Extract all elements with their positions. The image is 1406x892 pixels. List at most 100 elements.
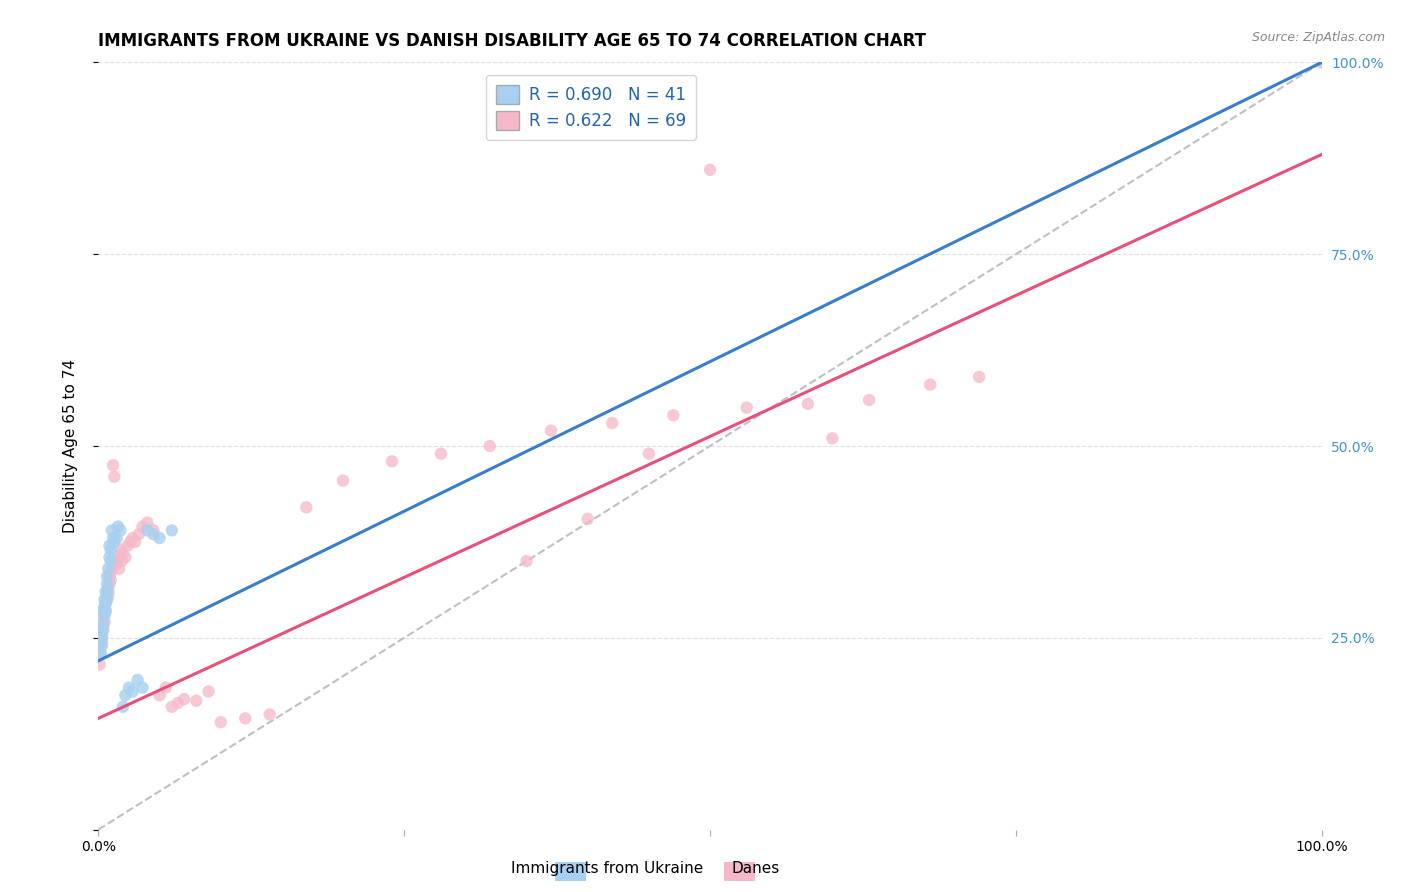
Point [662, 409, 685, 423]
Point [136, 524, 159, 538]
Point [105, 554, 128, 568]
Point [209, 715, 232, 730]
Text: Source: ZipAtlas.com: Source: ZipAtlas.com [1251, 31, 1385, 45]
Point [97, 589, 120, 603]
Point [699, 162, 721, 177]
Point [259, 707, 281, 722]
Point [142, 524, 165, 538]
Point [96, 584, 118, 599]
Point [91, 627, 114, 641]
Point [96, 569, 118, 583]
Point [90, 631, 112, 645]
Point [295, 500, 318, 515]
Point [101, 531, 124, 545]
Point [332, 474, 354, 488]
Point [233, 711, 256, 725]
Point [97, 584, 120, 599]
Point [91, 631, 114, 645]
Point [101, 562, 124, 576]
Point [160, 524, 183, 538]
Text: IMMIGRANTS FROM UKRAINE VS DANISH DISABILITY AGE 65 TO 74 CORRELATION CHART: IMMIGRANTS FROM UKRAINE VS DANISH DISABI… [98, 32, 927, 50]
Point [540, 424, 562, 438]
Point [101, 524, 124, 538]
Point [93, 607, 115, 622]
Point [100, 542, 122, 557]
Point [131, 681, 153, 695]
Point [821, 431, 844, 445]
Point [105, 531, 128, 545]
Point [142, 527, 165, 541]
Point [128, 527, 150, 541]
Point [94, 596, 117, 610]
Point [91, 639, 114, 653]
Point [797, 397, 820, 411]
Point [100, 573, 122, 587]
Point [136, 516, 159, 530]
Legend: R = 0.690   N = 41, R = 0.622   N = 69: R = 0.690 N = 41, R = 0.622 N = 69 [486, 75, 696, 140]
Point [90, 639, 112, 653]
Point [117, 539, 139, 553]
Point [91, 634, 114, 648]
Point [478, 439, 501, 453]
Point [167, 696, 190, 710]
Y-axis label: Disability Age 65 to 74: Disability Age 65 to 74 [63, 359, 77, 533]
Point [97, 581, 120, 595]
Point [94, 604, 117, 618]
Point [94, 596, 117, 610]
Point [149, 531, 172, 545]
Point [91, 623, 114, 637]
Point [91, 623, 114, 637]
Point [920, 377, 942, 392]
Point [100, 566, 122, 580]
Point [103, 469, 125, 483]
Point [91, 619, 114, 633]
Point [98, 569, 121, 583]
Point [107, 519, 129, 533]
Point [94, 604, 117, 618]
Point [515, 554, 537, 568]
Point [108, 562, 131, 576]
Point [93, 600, 115, 615]
Point [93, 607, 115, 622]
Point [131, 519, 153, 533]
Point [111, 699, 134, 714]
Point [104, 558, 127, 572]
Point [90, 646, 112, 660]
Point [173, 692, 195, 706]
Point [103, 534, 125, 549]
Point [381, 454, 404, 468]
Point [96, 592, 118, 607]
Point [114, 550, 136, 565]
Point [120, 534, 142, 549]
Text: Immigrants from Ukraine: Immigrants from Ukraine [510, 861, 703, 876]
Point [430, 447, 453, 461]
Point [186, 694, 208, 708]
Point [93, 592, 115, 607]
Point [96, 592, 118, 607]
Point [149, 689, 172, 703]
Point [91, 623, 114, 637]
Point [160, 699, 183, 714]
Point [127, 673, 149, 687]
Point [155, 681, 177, 695]
Point [858, 392, 880, 407]
Point [93, 615, 115, 630]
Point [97, 562, 120, 576]
Point [93, 600, 115, 615]
Point [114, 689, 136, 703]
Point [98, 577, 121, 591]
Point [110, 524, 132, 538]
Point [91, 615, 114, 630]
Point [1310, 55, 1333, 70]
Point [110, 542, 132, 557]
Point [89, 646, 111, 660]
Point [91, 604, 114, 618]
Point [121, 684, 143, 698]
Point [98, 550, 121, 565]
Point [600, 416, 623, 430]
Point [637, 447, 661, 461]
Point [96, 577, 118, 591]
Point [89, 657, 111, 672]
Point [967, 370, 990, 384]
Point [107, 550, 129, 565]
